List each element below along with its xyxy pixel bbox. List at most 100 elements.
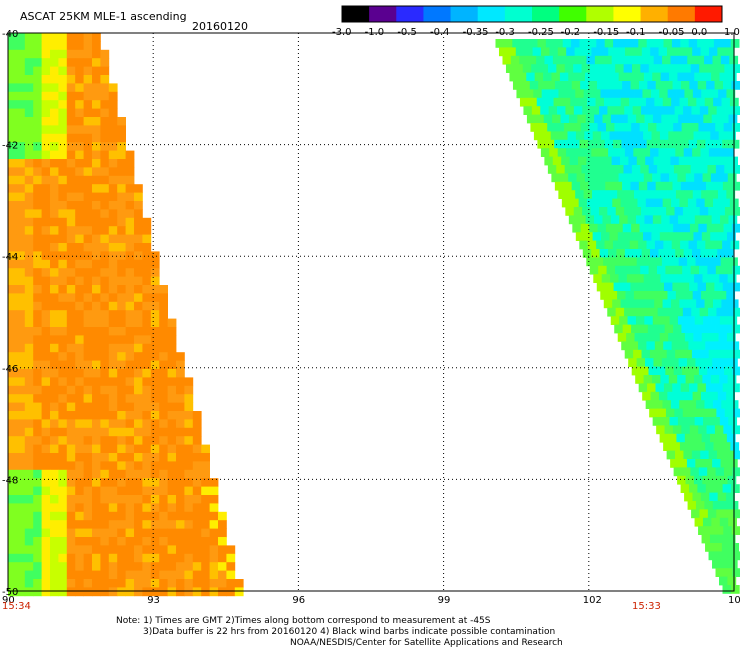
swath-cell [159, 377, 168, 387]
swath-cell [699, 165, 708, 174]
swath-cell [591, 148, 601, 157]
swath-cell [159, 318, 168, 328]
swath-cell [83, 385, 93, 395]
swath-cell [677, 375, 686, 384]
swath-cell [706, 81, 715, 90]
swath-cell [134, 327, 143, 336]
swath-cell [50, 91, 59, 101]
swath-cell [639, 123, 649, 132]
swath-cell [167, 369, 177, 378]
swath-cell [159, 570, 168, 580]
swath-cell [731, 324, 740, 334]
swath-cell [730, 240, 740, 250]
swath-cell [117, 293, 126, 303]
swath-cell [75, 66, 84, 76]
swath-cell [134, 259, 143, 269]
swath-cell [75, 301, 84, 311]
swath-cell [75, 100, 84, 109]
swath-cell [713, 97, 722, 107]
swath-cell [83, 209, 93, 219]
swath-cell [607, 207, 617, 216]
swath-cell [24, 318, 34, 328]
swath-cell [670, 459, 679, 468]
swath-cell [41, 285, 51, 294]
swath-cell [75, 285, 84, 294]
swath-cell [50, 444, 59, 454]
swath-cell [620, 55, 629, 65]
swath-cell [50, 503, 59, 513]
swath-cell [58, 360, 68, 370]
swath-cell [134, 209, 143, 219]
swath-cell [693, 375, 703, 384]
swath-cell [92, 520, 101, 529]
swath-cell [83, 167, 93, 177]
swath-cell [192, 419, 202, 429]
swath-cell [33, 394, 42, 403]
swath-cell [83, 175, 93, 185]
swath-cell [666, 307, 675, 317]
swath-cell [100, 184, 110, 193]
swath-cell [645, 358, 654, 367]
swath-cell [679, 299, 689, 309]
swath-cell [689, 181, 699, 191]
swath-cell [92, 495, 101, 504]
swath-cell [725, 47, 735, 57]
swath-cell [92, 125, 101, 135]
swath-cell [634, 232, 644, 241]
swath-cell [33, 427, 42, 437]
swath-cell [608, 190, 618, 199]
swath-cell [33, 100, 42, 109]
swath-cell [201, 570, 210, 580]
swath-cell [672, 181, 682, 191]
swath-cell [100, 58, 110, 67]
swath-cell [92, 83, 101, 93]
time-right: 15:33 [632, 601, 661, 612]
swath-cell [108, 243, 118, 252]
swath-cell [33, 209, 42, 219]
swath-cell [668, 274, 678, 283]
swath-cell [696, 442, 706, 451]
swath-cell [659, 333, 669, 342]
swath-cell [520, 39, 530, 48]
swath-cell [142, 587, 152, 597]
swath-cell [547, 165, 557, 174]
swath-cell [650, 249, 659, 258]
swath-cell [551, 173, 561, 183]
swath-cell [8, 411, 17, 420]
swath-cell [569, 55, 579, 65]
swath-cell [666, 207, 675, 216]
swath-cell [192, 486, 202, 496]
swath-cell [545, 39, 555, 48]
swath-cell [66, 394, 76, 403]
swath-cell [563, 181, 573, 191]
swath-cell [654, 97, 664, 107]
swath-cell [75, 159, 84, 168]
swath-cell [159, 537, 168, 546]
swath-cell [659, 232, 669, 241]
swath-cell [724, 307, 734, 317]
swath-cell [680, 181, 690, 191]
swath-cell [16, 243, 26, 252]
swath-cell [693, 131, 703, 141]
swath-cell [8, 486, 17, 496]
swath-cell [66, 495, 76, 504]
swath-cell [732, 568, 740, 577]
swath-cell [33, 159, 42, 168]
swath-cell [167, 511, 177, 521]
swath-cell [696, 400, 705, 409]
time-left: 15:34 [2, 601, 31, 612]
swath-cell [117, 486, 126, 496]
swath-cell [727, 375, 737, 384]
swath-cell [66, 327, 76, 336]
swath-cell [686, 459, 696, 468]
swath-cell [594, 55, 604, 65]
swath-cell [58, 125, 68, 135]
swath-cell [704, 198, 714, 208]
swath-cell [719, 475, 728, 485]
swath-cell [134, 478, 143, 487]
swath-cell [574, 47, 584, 57]
swath-cell [8, 511, 17, 521]
swath-cell [92, 201, 101, 210]
swath-cell [117, 495, 126, 504]
